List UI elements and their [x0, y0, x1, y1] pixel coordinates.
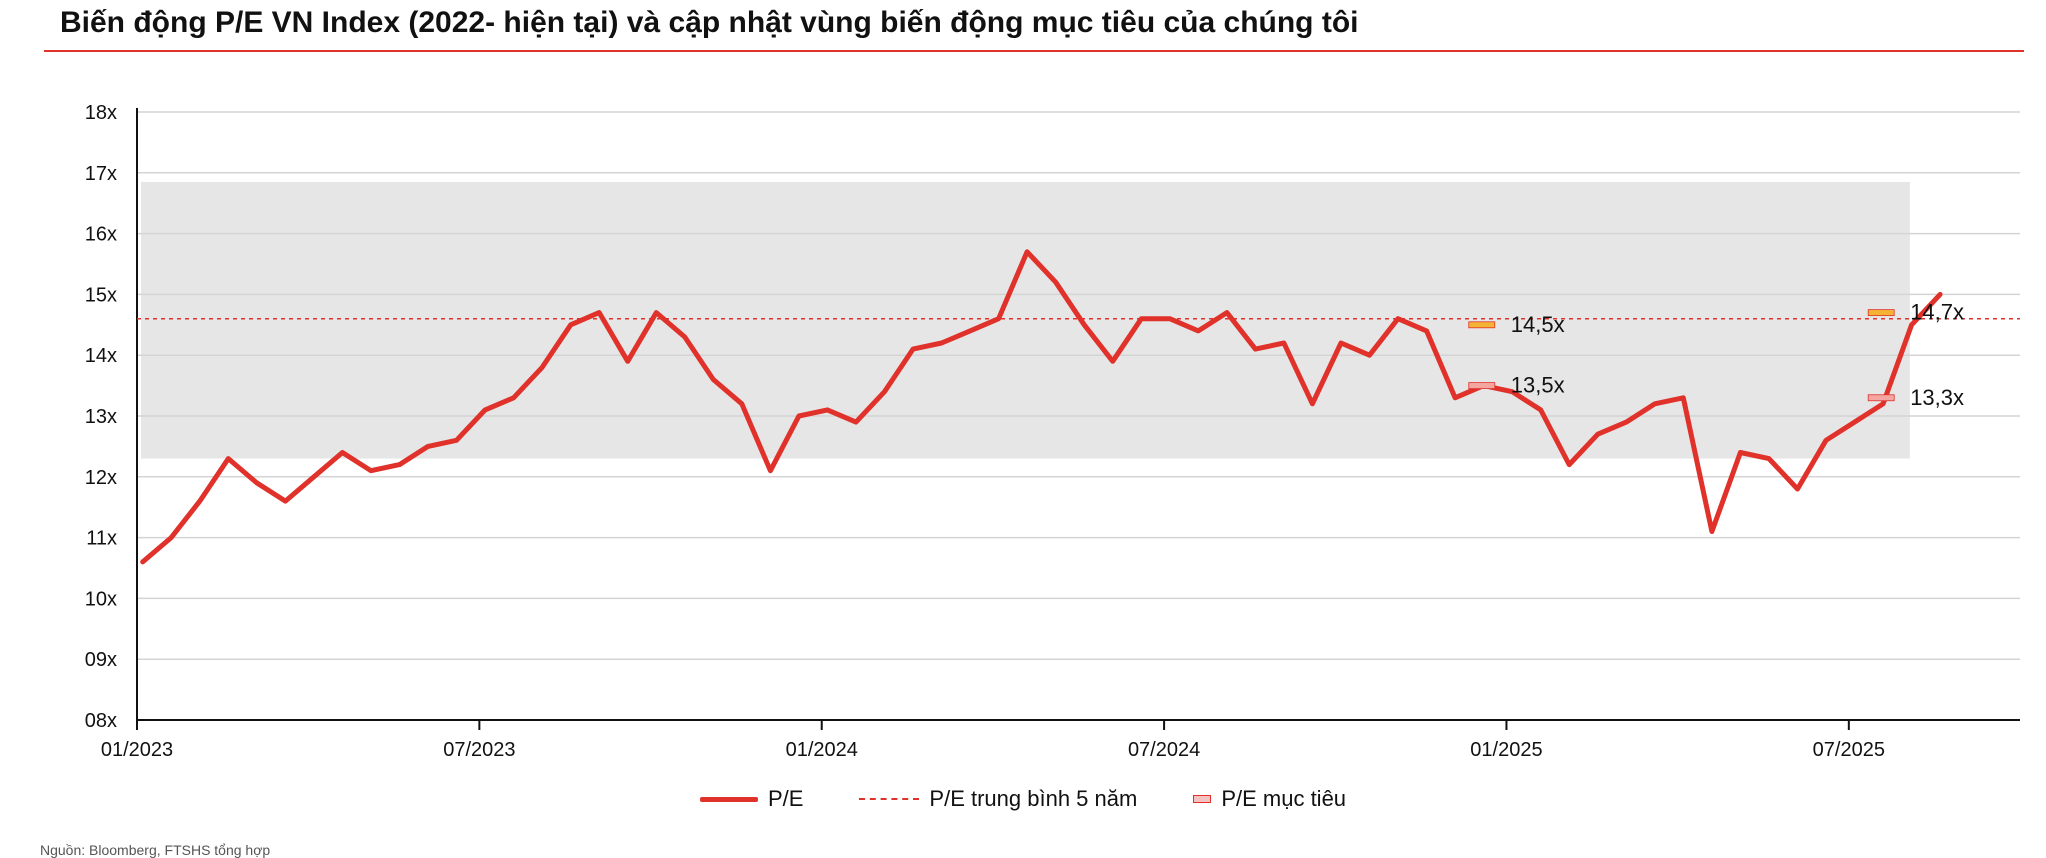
- target-marker: [1867, 394, 1895, 402]
- y-tick-label: 15x: [85, 284, 117, 306]
- y-tick-label: 17x: [85, 163, 117, 185]
- y-tick-label: 16x: [85, 224, 117, 246]
- pe-chart: 08x 09x 10x 11x 12x 13x 14x 15x 16x 17x 18x 01/2023…: [85, 102, 2020, 761]
- x-tick-label: 01/2025: [1470, 739, 1542, 761]
- legend-item-pe: P/E: [699, 786, 804, 812]
- target-marker: [1468, 382, 1496, 390]
- chart-title: Biến động P/E VN Index (2022- hiện tại) …: [60, 6, 1359, 39]
- legend-item-target: P/E mục tiêu: [1193, 786, 1346, 812]
- legend-label-avg: P/E trung bình 5 năm: [929, 786, 1138, 811]
- target-label: 14,7x: [1910, 300, 1964, 325]
- pe-line: [140, 249, 1943, 565]
- y-tick-label: 09x: [85, 649, 117, 671]
- y-tick-label: 11x: [86, 528, 117, 550]
- x-tick-label: 07/2024: [1128, 739, 1200, 761]
- legend-swatch-pe: [699, 796, 758, 802]
- target-band: [141, 181, 1910, 459]
- target-label: 13,3x: [1910, 385, 1964, 410]
- target-label: 14,5x: [1511, 312, 1565, 337]
- x-tick-label: 01/2024: [786, 739, 858, 761]
- legend-label-target: P/E mục tiêu: [1221, 786, 1347, 811]
- title-underline: [44, 50, 2024, 52]
- y-tick-label: 12x: [85, 467, 117, 489]
- target-marker: [1867, 309, 1895, 317]
- y-tick-label: 14x: [85, 345, 117, 367]
- y-tick-label: 10x: [85, 588, 117, 610]
- source-note: Nguồn: Bloomberg, FTSHS tổng hợp: [40, 842, 271, 858]
- x-tick-label: 07/2023: [443, 739, 515, 761]
- chart-legend: P/E P/E trung bình 5 năm P/E mục tiêu: [0, 786, 2046, 812]
- legend-swatch-target: [1193, 795, 1212, 803]
- x-tick-label: 07/2025: [1813, 739, 1885, 761]
- x-tick-label: 01/2023: [101, 739, 173, 761]
- legend-swatch-avg: [859, 798, 920, 800]
- target-label: 13,5x: [1511, 373, 1565, 398]
- y-tick-label: 08x: [85, 710, 117, 732]
- y-tick-label: 18x: [85, 102, 117, 124]
- legend-item-avg: P/E trung bình 5 năm: [859, 786, 1137, 812]
- target-marker: [1468, 321, 1496, 329]
- legend-label-pe: P/E: [767, 786, 804, 811]
- y-tick-label: 13x: [85, 406, 117, 428]
